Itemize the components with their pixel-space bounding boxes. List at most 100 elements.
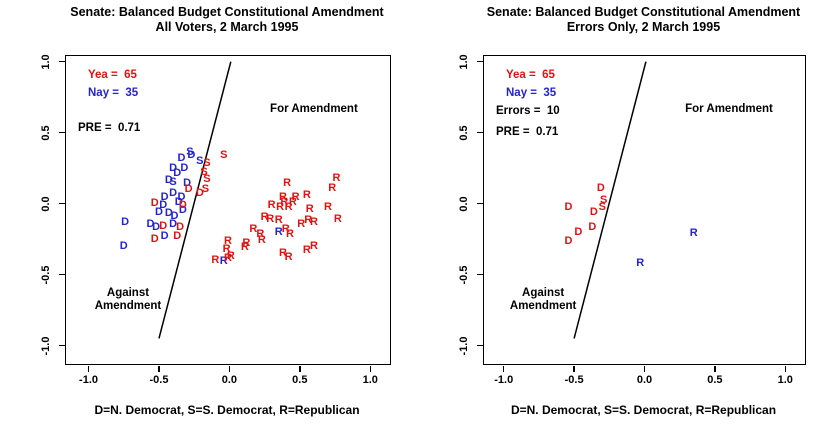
x-axis-caption: D=N. Democrat, S=S. Democrat, R=Republic… <box>94 403 360 417</box>
data-point-S: S <box>598 201 606 214</box>
plot-title-errors-only: Senate: Balanced Budget Constitutional A… <box>436 5 832 34</box>
x-tick <box>714 365 716 372</box>
annotation-line: Amendment <box>94 300 162 313</box>
data-point-R: R <box>302 188 311 201</box>
data-point-D: D <box>152 221 161 234</box>
data-point-D: D <box>177 191 186 204</box>
data-point-R: R <box>267 198 276 211</box>
data-point-R: R <box>249 222 258 235</box>
annotation-against-amendment: Against Amendment <box>58 287 198 313</box>
data-point-R: R <box>283 177 292 190</box>
data-point-D: D <box>176 221 185 234</box>
y-tick-label: 1.0 <box>458 54 470 70</box>
x-tick-label: -1.0 <box>494 374 514 386</box>
y-tick-label: -1.0 <box>458 336 470 356</box>
annotation-line: For Amendment <box>270 103 358 116</box>
data-point-R: R <box>278 246 287 259</box>
annotation-line: Against <box>106 287 150 300</box>
plot-area-all-voters: -1.0 -0.5 0.0 0.5 1.0 -1.0 -0.5 0.0 0.5 1.0 Yea = … <box>40 54 391 386</box>
data-point-R: R <box>284 251 293 264</box>
data-point-D: D <box>170 209 179 222</box>
data-point-R: R <box>332 171 341 184</box>
data-point-D: D <box>150 197 159 210</box>
plot-title-line1: Senate: Balanced Budget Constitutional A… <box>486 5 801 19</box>
data-point-R: R <box>285 228 294 241</box>
data-point-S: S <box>186 146 194 159</box>
x-tick <box>784 365 786 372</box>
x-axis-caption: D=N. Democrat, S=S. Democrat, R=Republic… <box>510 403 777 417</box>
plot-title-line2: Errors Only, 2 March 1995 <box>566 19 721 34</box>
y-tick <box>58 202 65 205</box>
data-point-D: D <box>159 219 168 232</box>
legend-pre: PRE = 0.71 <box>78 122 141 134</box>
y-tick-label: 0.0 <box>40 195 52 212</box>
data-point-R: R <box>219 255 228 268</box>
plot-title-line2: All Voters, 2 March 1995 <box>155 19 299 34</box>
plot-title-all-voters: Senate: Balanced Budget Constitutional A… <box>19 5 435 34</box>
data-point-R: R <box>288 195 297 208</box>
data-point-R: R <box>333 212 342 225</box>
data-point-S: S <box>220 148 228 161</box>
x-tick-label: 0.5 <box>292 374 308 386</box>
x-tick-label: -0.5 <box>564 374 584 386</box>
data-point-D: D <box>169 161 178 174</box>
x-tick-label: 0.0 <box>636 374 653 386</box>
legend-yea: Yea = 65 <box>506 69 555 81</box>
plot-all-voters: Senate: Balanced Budget Constitutional A… <box>40 5 391 417</box>
x-tick <box>369 365 371 372</box>
data-point-D: D <box>187 148 196 161</box>
y-tick-label: 0.0 <box>458 195 470 212</box>
data-point-R: R <box>304 214 313 227</box>
legend-errors: Errors = 10 <box>496 105 560 117</box>
data-point-S: S <box>203 172 211 185</box>
data-point-D: D <box>164 174 173 187</box>
annotation-for-amendment: For Amendment <box>659 103 799 116</box>
x-tick-label: 1.0 <box>362 374 378 386</box>
data-point-D: D <box>588 221 597 234</box>
data-point-R: R <box>211 253 220 266</box>
x-tick-label: 0.0 <box>221 374 238 386</box>
data-point-R: R <box>224 252 232 265</box>
data-point-D: D <box>164 207 173 220</box>
x-tick <box>573 365 575 372</box>
data-point-D: D <box>564 201 573 214</box>
x-tick <box>503 365 505 372</box>
plot-errors-only: Senate: Balanced Budget Constitutional A… <box>416 0 832 432</box>
data-point-D: D <box>184 182 193 195</box>
y-tick <box>476 131 483 134</box>
data-point-D: D <box>183 177 192 190</box>
data-point-D: D <box>178 204 187 217</box>
data-point-R: R <box>324 201 332 214</box>
data-point-D: D <box>146 218 155 231</box>
annotation-line: Amendment <box>509 300 577 313</box>
data-point-R: R <box>305 202 314 215</box>
data-point-D: D <box>177 151 186 164</box>
y-tick-label: -0.5 <box>40 265 52 285</box>
y-tick <box>58 344 65 347</box>
x-tick-label: 1.0 <box>777 374 793 386</box>
data-point-R: R <box>274 214 283 227</box>
annotation-for-amendment: For Amendment <box>244 103 384 116</box>
legend-pre: PRE = 0.71 <box>496 126 559 138</box>
data-point-R: R <box>309 239 318 252</box>
data-point-R: R <box>256 228 265 241</box>
data-point-D: D <box>121 215 130 228</box>
y-tick <box>58 131 65 134</box>
y-tick <box>476 202 483 205</box>
x-tick <box>643 365 646 372</box>
data-point-S: S <box>203 157 211 170</box>
x-tick-label: -1.0 <box>79 374 99 386</box>
y-tick-label: -0.5 <box>458 265 470 285</box>
data-point-R: R <box>297 218 306 231</box>
data-point-D: D <box>160 229 169 242</box>
data-point-R: R <box>240 241 249 254</box>
data-point-D: D <box>160 191 169 204</box>
data-point-R: R <box>636 256 645 269</box>
data-point-S: S <box>196 154 204 167</box>
y-tick <box>476 344 483 347</box>
y-tick <box>476 60 483 63</box>
data-point-D: D <box>119 239 128 252</box>
data-point-R: R <box>274 225 283 238</box>
data-point-D: D <box>574 225 583 238</box>
data-point-R: R <box>266 212 275 225</box>
